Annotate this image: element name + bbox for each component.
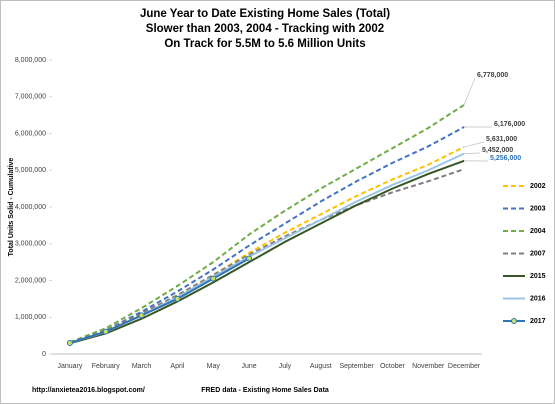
chart-title: Slower than 2003, 2004 - Tracking with 2… <box>146 23 384 35</box>
y-axis-title: Total Units Solid - Cumulative <box>8 158 15 257</box>
series-marker <box>210 275 217 282</box>
x-tick-label: June <box>241 363 256 370</box>
series-marker <box>138 312 145 319</box>
data-label: 5,631,000 <box>486 136 517 143</box>
x-tick-label: August <box>310 363 332 370</box>
legend-label: 2017 <box>530 318 546 325</box>
x-tick-label: September <box>339 363 374 370</box>
legend-label: 2002 <box>530 183 546 190</box>
y-tick-label: 2,000,000 <box>15 277 46 284</box>
chart-title: On Track for 5.5M to 5.6 Million Units <box>164 38 365 50</box>
x-tick-label: March <box>132 363 152 370</box>
legend-label: 2016 <box>530 295 546 302</box>
series-marker <box>102 328 109 335</box>
x-tick-label: April <box>170 363 184 370</box>
leader-line <box>463 141 485 148</box>
x-tick-label: December <box>448 363 481 370</box>
x-axis-title: FRED data - Existing Home Sales Data <box>201 387 329 394</box>
data-label: 6,176,000 <box>494 121 525 128</box>
series-marker <box>246 255 253 262</box>
data-label: 5,256,000 <box>490 155 521 162</box>
source: http://anxietea2016.blogspot.com/ <box>32 387 145 394</box>
x-tick-label: July <box>279 363 292 370</box>
leader-line <box>463 77 476 106</box>
series-marker <box>66 339 73 346</box>
data-label: 5,452,000 <box>482 147 513 154</box>
x-tick-label: January <box>57 363 82 370</box>
series-line <box>69 168 465 344</box>
legend-marker <box>511 318 517 324</box>
series-line <box>69 146 465 344</box>
legend-label: 2007 <box>530 250 546 257</box>
x-tick-label: May <box>207 363 221 370</box>
y-tick-label: 3,000,000 <box>15 241 46 248</box>
y-tick-label: 5,000,000 <box>15 167 46 174</box>
y-tick-label: 6,000,000 <box>15 130 46 137</box>
legend-label: 2015 <box>530 273 546 280</box>
legend-label: 2003 <box>530 205 546 212</box>
x-tick-label: October <box>380 363 406 370</box>
series-line <box>69 126 465 344</box>
y-tick-label: 8,000,000 <box>15 57 46 64</box>
x-tick-label: February <box>92 363 121 370</box>
series-line <box>69 104 465 344</box>
data-label: 6,778,000 <box>477 72 508 79</box>
series-line <box>69 159 465 345</box>
series-marker <box>174 295 181 302</box>
x-tick-label: November <box>412 363 445 370</box>
legend-label: 2004 <box>530 228 546 235</box>
y-tick-label: 0 <box>42 351 46 358</box>
series-line <box>69 257 250 344</box>
y-tick-label: 1,000,000 <box>15 314 46 321</box>
y-tick-label: 7,000,000 <box>15 94 46 101</box>
leader-line <box>464 152 481 154</box>
chart-title: June Year to Date Existing Home Sales (T… <box>140 8 390 20</box>
y-tick-label: 4,000,000 <box>15 204 46 211</box>
